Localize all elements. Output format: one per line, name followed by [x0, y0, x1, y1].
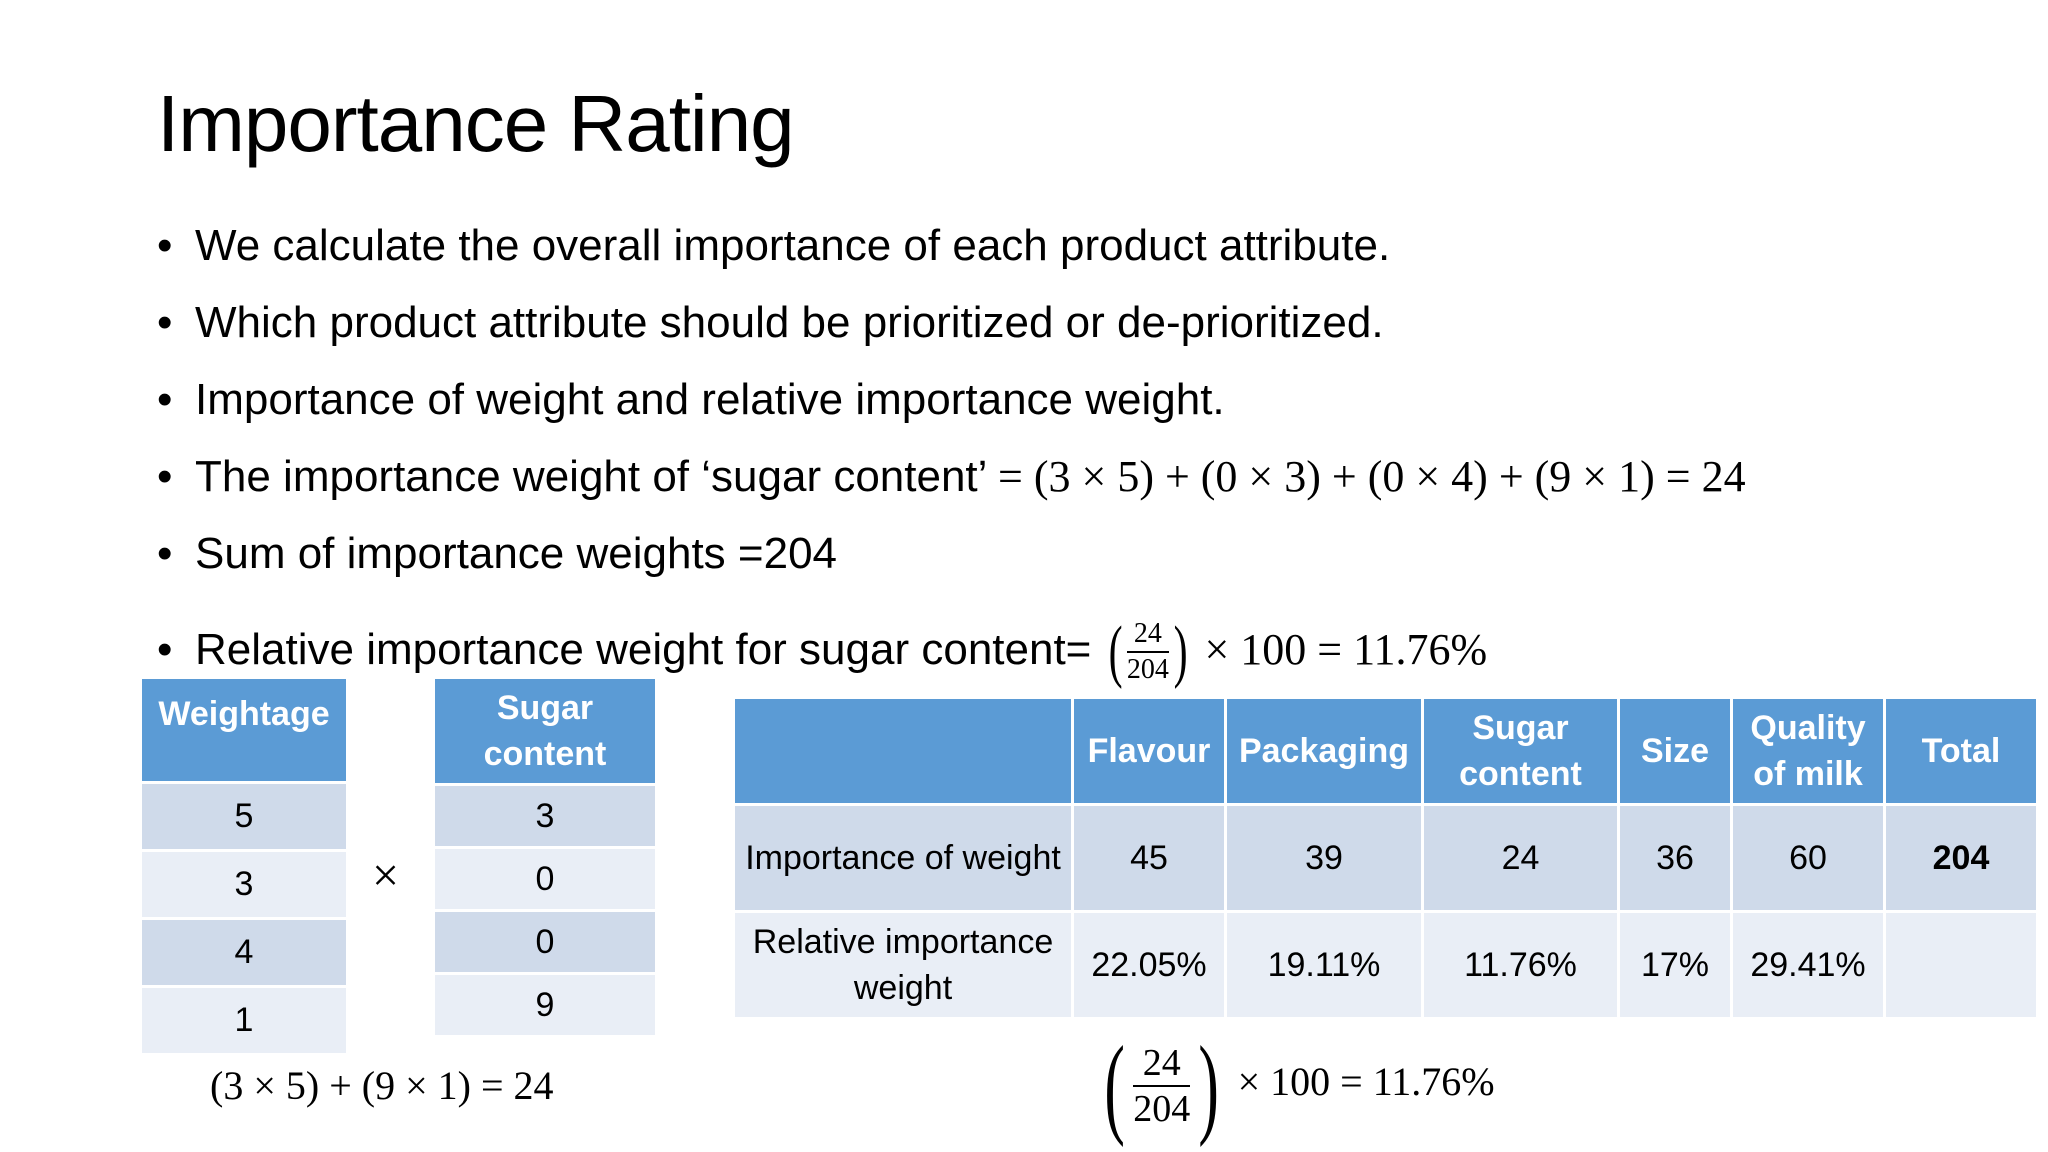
- weightage-header: Weightage: [142, 679, 346, 781]
- bullet-5: Sum of importance weights =204: [157, 528, 1746, 605]
- header-flavour: Flavour: [1074, 699, 1224, 803]
- weightage-table: Weightage 5 3 4 1: [139, 676, 349, 1056]
- row-label-importance: Importance of weight: [735, 806, 1071, 910]
- sugar-content-cell: 3: [435, 786, 655, 846]
- bullet-4: The importance weight of ‘sugar content’…: [157, 451, 1746, 528]
- table-cell: 17%: [1620, 913, 1730, 1017]
- importance-table: Flavour Packaging Sugar content Size Qua…: [732, 696, 2039, 1020]
- table-cell: 22.05%: [1074, 913, 1224, 1017]
- weightage-cell: 1: [142, 988, 346, 1053]
- bullet-list: We calculate the overall importance of e…: [157, 220, 1746, 695]
- header-quality-of-milk: Quality of milk: [1733, 699, 1883, 803]
- sugar-content-cell: 0: [435, 912, 655, 972]
- table-cell: 29.41%: [1733, 913, 1883, 1017]
- table-cell: 36: [1620, 806, 1730, 910]
- table-cell: [1886, 913, 2036, 1017]
- multiply-sign: ×: [372, 849, 400, 902]
- bullet-3: Importance of weight and relative import…: [157, 374, 1746, 451]
- sugar-content-cell: 0: [435, 849, 655, 909]
- bullet-2: Which product attribute should be priori…: [157, 297, 1746, 374]
- header-packaging: Packaging: [1227, 699, 1421, 803]
- weightage-cell: 4: [142, 920, 346, 985]
- bullet-1: We calculate the overall importance of e…: [157, 220, 1746, 297]
- weightage-cell: 5: [142, 784, 346, 849]
- row-label-relative: Relative importance weight: [735, 913, 1071, 1017]
- sugar-weight-equation: (3 × 5) + (9 × 1) = 24: [210, 1063, 554, 1108]
- total-cell: 204: [1886, 806, 2036, 910]
- bullet-6: Relative importance weight for sugar con…: [157, 605, 1746, 695]
- fraction-24-204: 24 204: [1126, 618, 1169, 686]
- sugar-content-cell: 9: [435, 975, 655, 1035]
- table-cell: 24: [1424, 806, 1617, 910]
- table-cell: 45: [1074, 806, 1224, 910]
- relative-weight-result: × 100 = 11.76%: [1204, 625, 1488, 674]
- table-cell: 19.11%: [1227, 913, 1421, 1017]
- table-cell: 11.76%: [1424, 913, 1617, 1017]
- sugar-weight-formula: = (3 × 5) + (0 × 3) + (0 × 4) + (9 × 1) …: [998, 452, 1746, 501]
- sugar-content-table: Sugar content 3 0 0 9: [432, 676, 658, 1038]
- weightage-cell: 3: [142, 852, 346, 917]
- header-sugar-content: Sugar content: [1424, 699, 1617, 803]
- table-cell: 39: [1227, 806, 1421, 910]
- relative-weight-equation: (24 204) × 100 = 11.76%: [1104, 1024, 1495, 1148]
- sugar-content-header: Sugar content: [435, 679, 655, 783]
- header-total: Total: [1886, 699, 2036, 803]
- fraction-24-204-large: 24 204: [1133, 1042, 1191, 1130]
- header-size: Size: [1620, 699, 1730, 803]
- slide-title: Importance Rating: [157, 79, 795, 168]
- header-blank: [735, 699, 1071, 803]
- table-cell: 60: [1733, 806, 1883, 910]
